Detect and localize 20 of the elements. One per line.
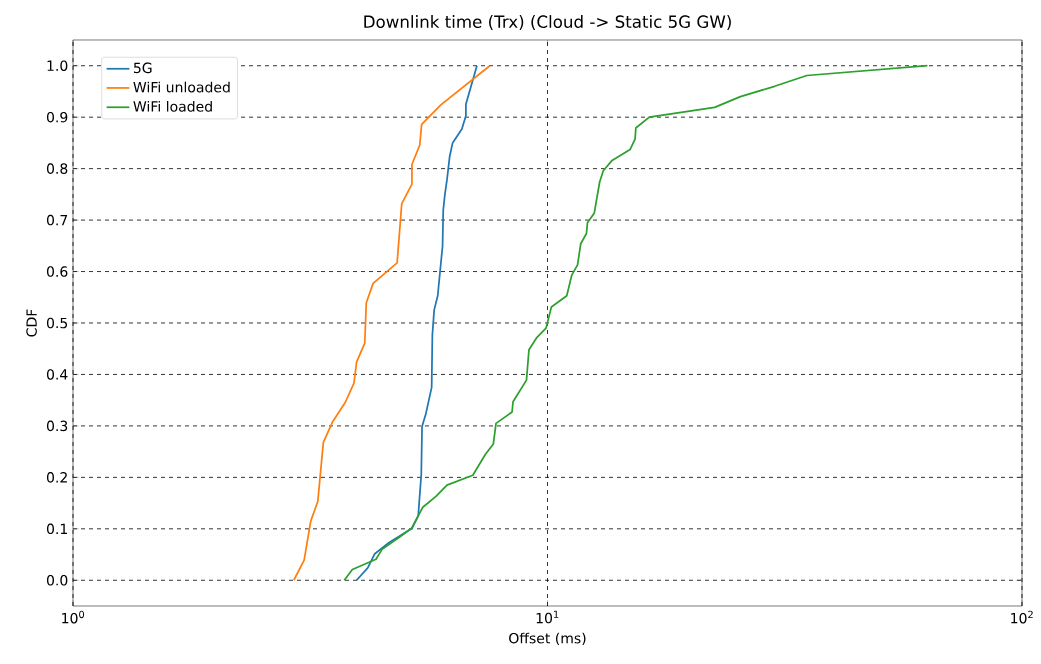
- legend-label: WiFi loaded: [133, 100, 212, 112]
- legend-label: WiFi unloaded: [133, 81, 230, 93]
- y-tick-label: 0.0: [46, 574, 68, 586]
- y-tick-label: 0.6: [46, 266, 68, 277]
- x-tick-label: 10$^{0}$: [62, 610, 85, 624]
- y-tick-label: 0.1: [46, 523, 67, 535]
- y-tick-label: 0.7: [46, 214, 68, 226]
- y-tick-label: 0.3: [46, 420, 68, 432]
- x-tick-label: 10$^{1}$: [536, 610, 559, 624]
- legend-label: 5G: [133, 62, 152, 74]
- x-tick-label: 10$^{2}$: [1011, 610, 1033, 624]
- y-tick-label: 0.2: [46, 472, 67, 483]
- chart-title: Downlink time (Trx) (Cloud -> Static 5G GW): [364, 15, 731, 30]
- y-axis-title: CDF: [26, 309, 37, 337]
- y-tick-label: 1.0: [47, 60, 68, 72]
- x-axis-title: Offset (ms): [509, 632, 586, 646]
- y-tick-label: 0.8: [46, 163, 68, 174]
- y-tick-label: 0.4: [46, 369, 68, 380]
- y-tick-label: 0.5: [46, 317, 68, 329]
- y-tick-label: 0.9: [46, 111, 68, 123]
